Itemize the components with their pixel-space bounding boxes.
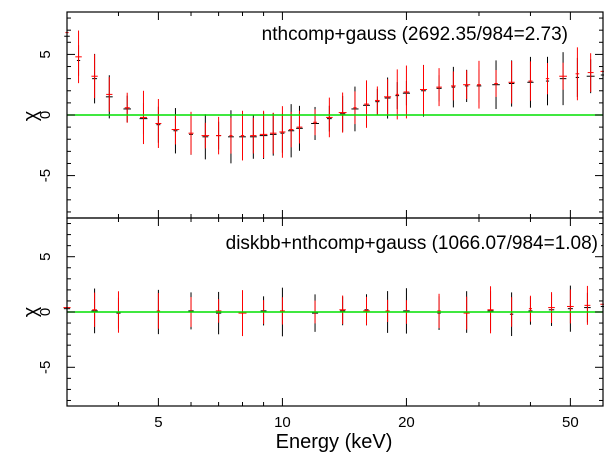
data-point	[364, 80, 369, 128]
data-point	[419, 65, 427, 115]
data-point	[91, 54, 98, 99]
data-point	[545, 62, 550, 95]
data-point	[250, 117, 257, 154]
data-point	[403, 65, 410, 119]
data-point	[567, 289, 574, 324]
data-point	[587, 53, 594, 92]
panel-top: -5 0 5 χ nthcomp+gauss (2692.35/984=2.73)	[20, 11, 604, 219]
data-point	[106, 77, 113, 112]
data-point	[140, 90, 147, 145]
data-point	[124, 92, 130, 123]
panel-title-background	[222, 232, 601, 255]
data-point	[436, 68, 442, 107]
data-point	[313, 109, 317, 136]
data-point	[548, 292, 555, 324]
data-point	[338, 92, 347, 133]
data-point	[463, 70, 471, 100]
data-point	[240, 110, 245, 161]
data-point	[75, 30, 82, 84]
data-point	[363, 296, 370, 325]
series-0	[63, 285, 604, 337]
data-point	[288, 111, 294, 148]
series-1	[65, 13, 604, 161]
data-point	[279, 297, 285, 325]
x-tick-label: 10	[274, 414, 291, 431]
data-point	[171, 114, 180, 145]
y-tick-label: 0	[37, 111, 54, 119]
x-tick-label: 5	[154, 414, 162, 431]
data-point	[279, 106, 286, 158]
x-tick-label: 50	[562, 414, 579, 431]
panel-bottom: -5 0 5 5 10 20 50 χ diskbb+nthcomp+gauss (1066.0…	[20, 217, 604, 431]
data-point	[477, 60, 481, 109]
data-point	[296, 110, 303, 144]
data-point	[384, 79, 392, 115]
data-point	[437, 293, 441, 329]
data-point	[575, 47, 580, 101]
data-point	[201, 122, 210, 149]
data-point	[188, 111, 194, 155]
y-tick-label: 5	[37, 253, 54, 261]
panel-title: nthcomp+gauss (2692.35/984=2.73)	[262, 24, 568, 45]
y-tick-label: -5	[37, 361, 54, 374]
data-point	[270, 112, 277, 154]
data-point	[508, 61, 515, 104]
data-point	[494, 70, 498, 97]
data-point	[216, 116, 222, 155]
data-point	[528, 295, 533, 322]
data-point	[451, 71, 456, 101]
series-1	[63, 283, 604, 337]
data-point	[559, 62, 567, 90]
data-point	[229, 117, 233, 154]
data-point	[385, 299, 390, 322]
data-point	[156, 293, 161, 329]
data-point	[353, 91, 357, 125]
data-point	[92, 292, 97, 328]
data-point	[238, 290, 247, 337]
x-axis-label: Energy (keV)	[276, 431, 393, 453]
data-point	[375, 86, 380, 115]
y-tick-label: 0	[37, 308, 54, 316]
data-point	[339, 295, 346, 325]
data-point	[155, 98, 162, 148]
data-point	[326, 97, 333, 138]
data-point	[395, 69, 399, 120]
x-tick-label: 20	[398, 414, 415, 431]
data-point	[259, 110, 268, 159]
data-point	[528, 61, 533, 101]
y-axis-label: χ	[20, 110, 42, 121]
data-point	[584, 285, 591, 325]
data-point	[463, 296, 470, 330]
panel-title: diskbb+nthcomp+gauss (1066.07/984=1.08)	[226, 233, 598, 254]
panel-title-background	[258, 23, 571, 46]
data-point	[215, 299, 222, 323]
y-tick-label: -5	[37, 169, 54, 182]
data-point	[487, 286, 494, 334]
y-axis-label: χ	[20, 306, 42, 317]
y-tick-label: 5	[37, 50, 54, 58]
